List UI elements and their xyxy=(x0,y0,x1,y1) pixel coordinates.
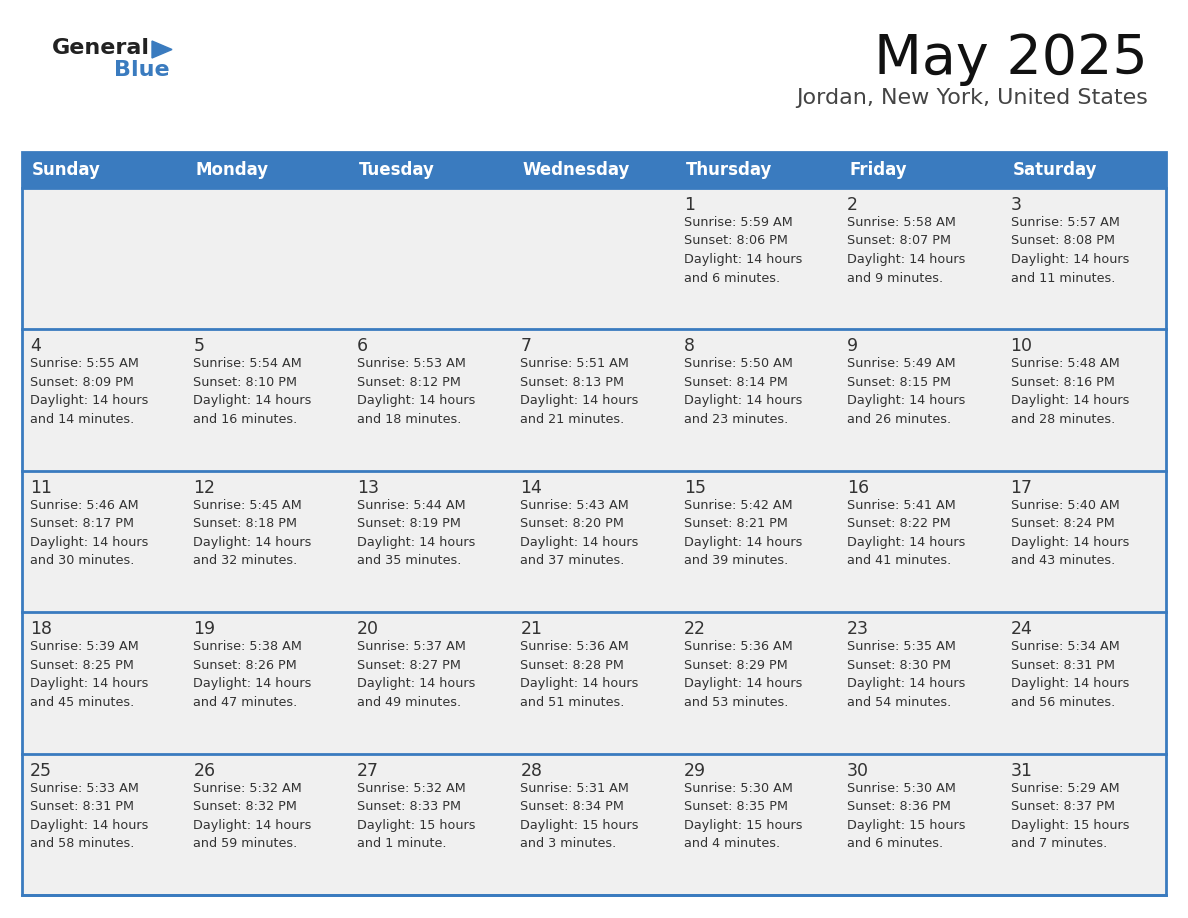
Polygon shape xyxy=(152,41,172,58)
Text: 30: 30 xyxy=(847,762,870,779)
Text: Sunrise: 5:34 AM
Sunset: 8:31 PM
Daylight: 14 hours
and 56 minutes.: Sunrise: 5:34 AM Sunset: 8:31 PM Dayligh… xyxy=(1011,640,1129,709)
Text: Sunrise: 5:36 AM
Sunset: 8:28 PM
Daylight: 14 hours
and 51 minutes.: Sunrise: 5:36 AM Sunset: 8:28 PM Dayligh… xyxy=(520,640,639,709)
Text: Sunrise: 5:54 AM
Sunset: 8:10 PM
Daylight: 14 hours
and 16 minutes.: Sunrise: 5:54 AM Sunset: 8:10 PM Dayligh… xyxy=(194,357,311,426)
Text: 29: 29 xyxy=(684,762,706,779)
Text: Sunrise: 5:32 AM
Sunset: 8:32 PM
Daylight: 14 hours
and 59 minutes.: Sunrise: 5:32 AM Sunset: 8:32 PM Dayligh… xyxy=(194,781,311,850)
Text: 19: 19 xyxy=(194,621,215,638)
Text: 28: 28 xyxy=(520,762,542,779)
Text: Sunrise: 5:46 AM
Sunset: 8:17 PM
Daylight: 14 hours
and 30 minutes.: Sunrise: 5:46 AM Sunset: 8:17 PM Dayligh… xyxy=(30,498,148,567)
Text: 13: 13 xyxy=(356,479,379,497)
Text: Sunrise: 5:29 AM
Sunset: 8:37 PM
Daylight: 15 hours
and 7 minutes.: Sunrise: 5:29 AM Sunset: 8:37 PM Dayligh… xyxy=(1011,781,1129,850)
Text: Saturday: Saturday xyxy=(1012,161,1097,179)
Text: Friday: Friday xyxy=(849,161,906,179)
Text: Sunrise: 5:55 AM
Sunset: 8:09 PM
Daylight: 14 hours
and 14 minutes.: Sunrise: 5:55 AM Sunset: 8:09 PM Dayligh… xyxy=(30,357,148,426)
Text: Sunrise: 5:48 AM
Sunset: 8:16 PM
Daylight: 14 hours
and 28 minutes.: Sunrise: 5:48 AM Sunset: 8:16 PM Dayligh… xyxy=(1011,357,1129,426)
Text: 17: 17 xyxy=(1011,479,1032,497)
Text: 31: 31 xyxy=(1011,762,1032,779)
Text: Sunrise: 5:37 AM
Sunset: 8:27 PM
Daylight: 14 hours
and 49 minutes.: Sunrise: 5:37 AM Sunset: 8:27 PM Dayligh… xyxy=(356,640,475,709)
Text: 8: 8 xyxy=(684,338,695,355)
Text: 25: 25 xyxy=(30,762,52,779)
Text: 23: 23 xyxy=(847,621,870,638)
Text: Sunday: Sunday xyxy=(32,161,101,179)
Text: Sunrise: 5:53 AM
Sunset: 8:12 PM
Daylight: 14 hours
and 18 minutes.: Sunrise: 5:53 AM Sunset: 8:12 PM Dayligh… xyxy=(356,357,475,426)
Text: 4: 4 xyxy=(30,338,40,355)
Text: 18: 18 xyxy=(30,621,52,638)
Bar xyxy=(23,188,1165,330)
Bar xyxy=(23,612,1165,754)
Text: 11: 11 xyxy=(30,479,52,497)
Text: Wednesday: Wednesday xyxy=(523,161,630,179)
Text: General: General xyxy=(52,38,150,58)
Text: 7: 7 xyxy=(520,338,531,355)
Text: 22: 22 xyxy=(684,621,706,638)
Text: 24: 24 xyxy=(1011,621,1032,638)
Text: Sunrise: 5:31 AM
Sunset: 8:34 PM
Daylight: 15 hours
and 3 minutes.: Sunrise: 5:31 AM Sunset: 8:34 PM Dayligh… xyxy=(520,781,639,850)
Text: May 2025: May 2025 xyxy=(874,32,1148,86)
Text: Sunrise: 5:39 AM
Sunset: 8:25 PM
Daylight: 14 hours
and 45 minutes.: Sunrise: 5:39 AM Sunset: 8:25 PM Dayligh… xyxy=(30,640,148,709)
Text: Sunrise: 5:40 AM
Sunset: 8:24 PM
Daylight: 14 hours
and 43 minutes.: Sunrise: 5:40 AM Sunset: 8:24 PM Dayligh… xyxy=(1011,498,1129,567)
Text: 3: 3 xyxy=(1011,196,1022,214)
Text: Sunrise: 5:42 AM
Sunset: 8:21 PM
Daylight: 14 hours
and 39 minutes.: Sunrise: 5:42 AM Sunset: 8:21 PM Dayligh… xyxy=(684,498,802,567)
Bar xyxy=(23,152,1165,895)
Text: 27: 27 xyxy=(356,762,379,779)
Bar xyxy=(23,754,1165,895)
Text: 5: 5 xyxy=(194,338,204,355)
Text: Blue: Blue xyxy=(114,60,170,80)
Text: 21: 21 xyxy=(520,621,542,638)
Text: 15: 15 xyxy=(684,479,706,497)
Text: Jordan, New York, United States: Jordan, New York, United States xyxy=(796,88,1148,108)
Text: Sunrise: 5:32 AM
Sunset: 8:33 PM
Daylight: 15 hours
and 1 minute.: Sunrise: 5:32 AM Sunset: 8:33 PM Dayligh… xyxy=(356,781,475,850)
Text: Monday: Monday xyxy=(196,161,268,179)
Text: 1: 1 xyxy=(684,196,695,214)
Text: 2: 2 xyxy=(847,196,858,214)
Text: Sunrise: 5:45 AM
Sunset: 8:18 PM
Daylight: 14 hours
and 32 minutes.: Sunrise: 5:45 AM Sunset: 8:18 PM Dayligh… xyxy=(194,498,311,567)
Text: Sunrise: 5:51 AM
Sunset: 8:13 PM
Daylight: 14 hours
and 21 minutes.: Sunrise: 5:51 AM Sunset: 8:13 PM Dayligh… xyxy=(520,357,639,426)
Text: Sunrise: 5:36 AM
Sunset: 8:29 PM
Daylight: 14 hours
and 53 minutes.: Sunrise: 5:36 AM Sunset: 8:29 PM Dayligh… xyxy=(684,640,802,709)
Text: 10: 10 xyxy=(1011,338,1032,355)
Text: 16: 16 xyxy=(847,479,870,497)
Text: Thursday: Thursday xyxy=(685,161,772,179)
Text: Sunrise: 5:58 AM
Sunset: 8:07 PM
Daylight: 14 hours
and 9 minutes.: Sunrise: 5:58 AM Sunset: 8:07 PM Dayligh… xyxy=(847,216,966,285)
Text: Sunrise: 5:57 AM
Sunset: 8:08 PM
Daylight: 14 hours
and 11 minutes.: Sunrise: 5:57 AM Sunset: 8:08 PM Dayligh… xyxy=(1011,216,1129,285)
Text: Tuesday: Tuesday xyxy=(359,161,435,179)
Text: 26: 26 xyxy=(194,762,215,779)
Text: Sunrise: 5:43 AM
Sunset: 8:20 PM
Daylight: 14 hours
and 37 minutes.: Sunrise: 5:43 AM Sunset: 8:20 PM Dayligh… xyxy=(520,498,639,567)
Text: Sunrise: 5:50 AM
Sunset: 8:14 PM
Daylight: 14 hours
and 23 minutes.: Sunrise: 5:50 AM Sunset: 8:14 PM Dayligh… xyxy=(684,357,802,426)
Text: 20: 20 xyxy=(356,621,379,638)
Text: 9: 9 xyxy=(847,338,858,355)
Text: Sunrise: 5:30 AM
Sunset: 8:36 PM
Daylight: 15 hours
and 6 minutes.: Sunrise: 5:30 AM Sunset: 8:36 PM Dayligh… xyxy=(847,781,966,850)
Text: Sunrise: 5:38 AM
Sunset: 8:26 PM
Daylight: 14 hours
and 47 minutes.: Sunrise: 5:38 AM Sunset: 8:26 PM Dayligh… xyxy=(194,640,311,709)
Text: Sunrise: 5:41 AM
Sunset: 8:22 PM
Daylight: 14 hours
and 41 minutes.: Sunrise: 5:41 AM Sunset: 8:22 PM Dayligh… xyxy=(847,498,966,567)
Text: Sunrise: 5:35 AM
Sunset: 8:30 PM
Daylight: 14 hours
and 54 minutes.: Sunrise: 5:35 AM Sunset: 8:30 PM Dayligh… xyxy=(847,640,966,709)
Bar xyxy=(23,471,1165,612)
Text: Sunrise: 5:33 AM
Sunset: 8:31 PM
Daylight: 14 hours
and 58 minutes.: Sunrise: 5:33 AM Sunset: 8:31 PM Dayligh… xyxy=(30,781,148,850)
Text: Sunrise: 5:59 AM
Sunset: 8:06 PM
Daylight: 14 hours
and 6 minutes.: Sunrise: 5:59 AM Sunset: 8:06 PM Dayligh… xyxy=(684,216,802,285)
Text: 14: 14 xyxy=(520,479,542,497)
Bar xyxy=(23,330,1165,471)
Text: 12: 12 xyxy=(194,479,215,497)
Text: Sunrise: 5:44 AM
Sunset: 8:19 PM
Daylight: 14 hours
and 35 minutes.: Sunrise: 5:44 AM Sunset: 8:19 PM Dayligh… xyxy=(356,498,475,567)
Text: 6: 6 xyxy=(356,338,368,355)
Text: Sunrise: 5:49 AM
Sunset: 8:15 PM
Daylight: 14 hours
and 26 minutes.: Sunrise: 5:49 AM Sunset: 8:15 PM Dayligh… xyxy=(847,357,966,426)
Text: Sunrise: 5:30 AM
Sunset: 8:35 PM
Daylight: 15 hours
and 4 minutes.: Sunrise: 5:30 AM Sunset: 8:35 PM Dayligh… xyxy=(684,781,802,850)
Bar xyxy=(23,152,1165,188)
